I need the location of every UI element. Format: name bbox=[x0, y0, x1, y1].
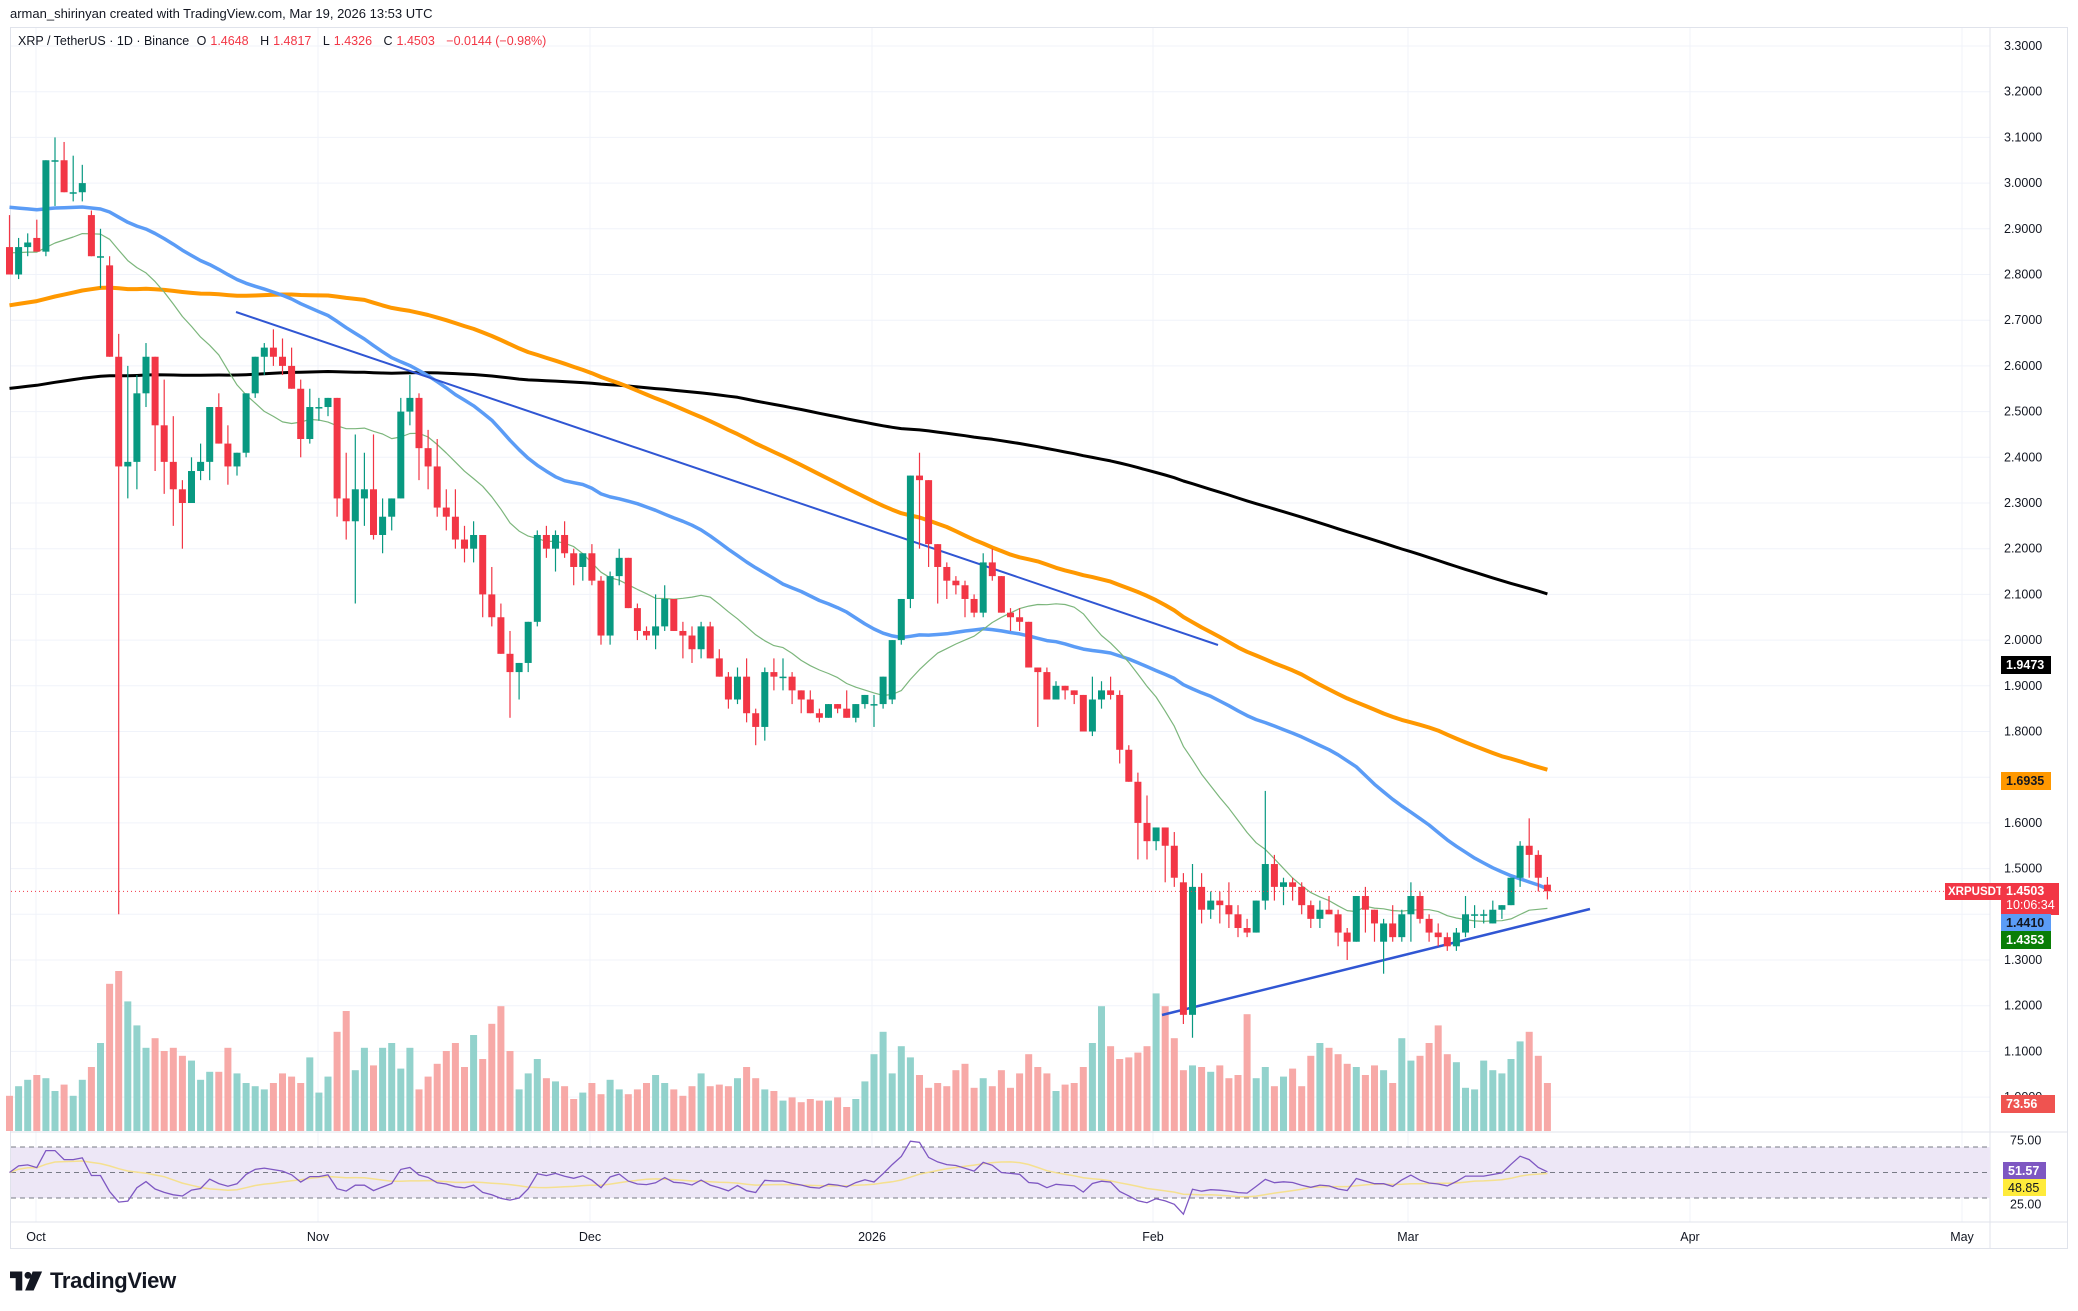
price-tick-label: 1.8000 bbox=[2004, 725, 2042, 739]
time-tick-label: Mar bbox=[1397, 1230, 1419, 1244]
price-tick-label: 1.5000 bbox=[2004, 862, 2042, 876]
price-tick-label: 1.9000 bbox=[2004, 679, 2042, 693]
candles bbox=[6, 137, 1551, 1038]
last-price-value: 1.4503 bbox=[2006, 884, 2045, 898]
time-tick-label: Apr bbox=[1680, 1230, 1699, 1244]
sma100-line bbox=[9, 285, 1548, 772]
open-value: O 1.4648 bbox=[196, 34, 249, 48]
symbol-name-tag: XRPUSDT bbox=[1945, 883, 2003, 900]
price-tick-label: 3.1000 bbox=[2004, 130, 2042, 144]
sma200-line bbox=[9, 370, 1548, 596]
time-tick-label: Dec bbox=[579, 1230, 601, 1244]
bar-countdown: 10:06:34 bbox=[2006, 898, 2055, 912]
rsi-ma-value-tag: 48.85 bbox=[2003, 1179, 2046, 1196]
svg-text:25.00: 25.00 bbox=[2010, 1197, 2041, 1211]
tradingview-logo[interactable]: TradingView bbox=[10, 1268, 176, 1294]
rsi-value-tag: 51.57 bbox=[2003, 1162, 2046, 1179]
symbol-title[interactable]: XRP / TetherUS · 1D · Binance bbox=[18, 34, 190, 48]
price-tick-label: 3.3000 bbox=[2004, 39, 2042, 53]
price-tick-label: 2.9000 bbox=[2004, 222, 2042, 236]
last-price-tag: 1.4503 10:06:34 bbox=[2001, 883, 2059, 915]
price-tick-label: 2.4000 bbox=[2004, 450, 2042, 464]
time-tick-label: 2026 bbox=[858, 1230, 886, 1244]
descending-trendline[interactable] bbox=[235, 311, 1219, 646]
ma20-price-tag: 1.4353 bbox=[2001, 931, 2051, 949]
rsi-axis: 75.00 25.00 bbox=[2010, 1134, 2041, 1212]
ma100-price-tag: 1.6935 bbox=[2001, 772, 2051, 790]
price-tick-label: 2.0000 bbox=[2004, 633, 2042, 647]
volume-tag: 73.56 M bbox=[2001, 1095, 2055, 1125]
price-tick-label: 1.2000 bbox=[2004, 999, 2042, 1013]
rsi-ma-line bbox=[9, 1160, 1548, 1198]
time-tick-label: May bbox=[1950, 1230, 1974, 1244]
change-value: −0.0144 (−0.98%) bbox=[446, 34, 547, 48]
time-tick-label: Feb bbox=[1142, 1230, 1164, 1244]
price-tick-label: 2.1000 bbox=[2004, 587, 2042, 601]
sma20-line bbox=[9, 233, 1548, 923]
price-tick-label: 2.8000 bbox=[2004, 268, 2042, 282]
rsi-pane bbox=[9, 1140, 1990, 1216]
svg-text:75.00: 75.00 bbox=[2010, 1134, 2041, 1148]
price-tick-label: 2.5000 bbox=[2004, 405, 2042, 419]
ma50-price-tag: 1.4410 bbox=[2001, 914, 2051, 932]
sma50-line bbox=[9, 205, 1549, 891]
price-tick-label: 1.6000 bbox=[2004, 816, 2042, 830]
tradingview-logo-icon bbox=[10, 1271, 43, 1291]
price-tick-label: 2.6000 bbox=[2004, 359, 2042, 373]
chart-credit: arman_shirinyan created with TradingView… bbox=[10, 6, 433, 21]
brand-name: TradingView bbox=[50, 1268, 176, 1293]
chart-frame bbox=[10, 27, 2068, 1249]
price-tick-label: 1.1000 bbox=[2004, 1044, 2042, 1058]
ascending-trendline[interactable] bbox=[1161, 907, 1591, 1017]
volume-bars bbox=[6, 971, 1551, 1131]
price-tick-label: 3.2000 bbox=[2004, 85, 2042, 99]
rsi-line bbox=[9, 1140, 1548, 1216]
price-tick-label: 2.3000 bbox=[2004, 496, 2042, 510]
time-tick-label: Oct bbox=[26, 1230, 46, 1244]
close-value: C 1.4503 bbox=[383, 34, 435, 48]
price-tick-label: 2.7000 bbox=[2004, 313, 2042, 327]
price-tick-label: 3.0000 bbox=[2004, 176, 2042, 190]
time-tick-label: Nov bbox=[307, 1230, 330, 1244]
grid-lines bbox=[11, 28, 1990, 1222]
price-tick-label: 1.3000 bbox=[2004, 953, 2042, 967]
low-value: L 1.4326 bbox=[322, 34, 373, 48]
ma200-price-tag: 1.9473 bbox=[2001, 656, 2051, 674]
high-value: H 1.4817 bbox=[260, 34, 312, 48]
time-axis[interactable]: Oct Nov Dec 2026 Feb Mar Apr May bbox=[26, 1230, 1974, 1244]
price-tick-label: 2.2000 bbox=[2004, 542, 2042, 556]
